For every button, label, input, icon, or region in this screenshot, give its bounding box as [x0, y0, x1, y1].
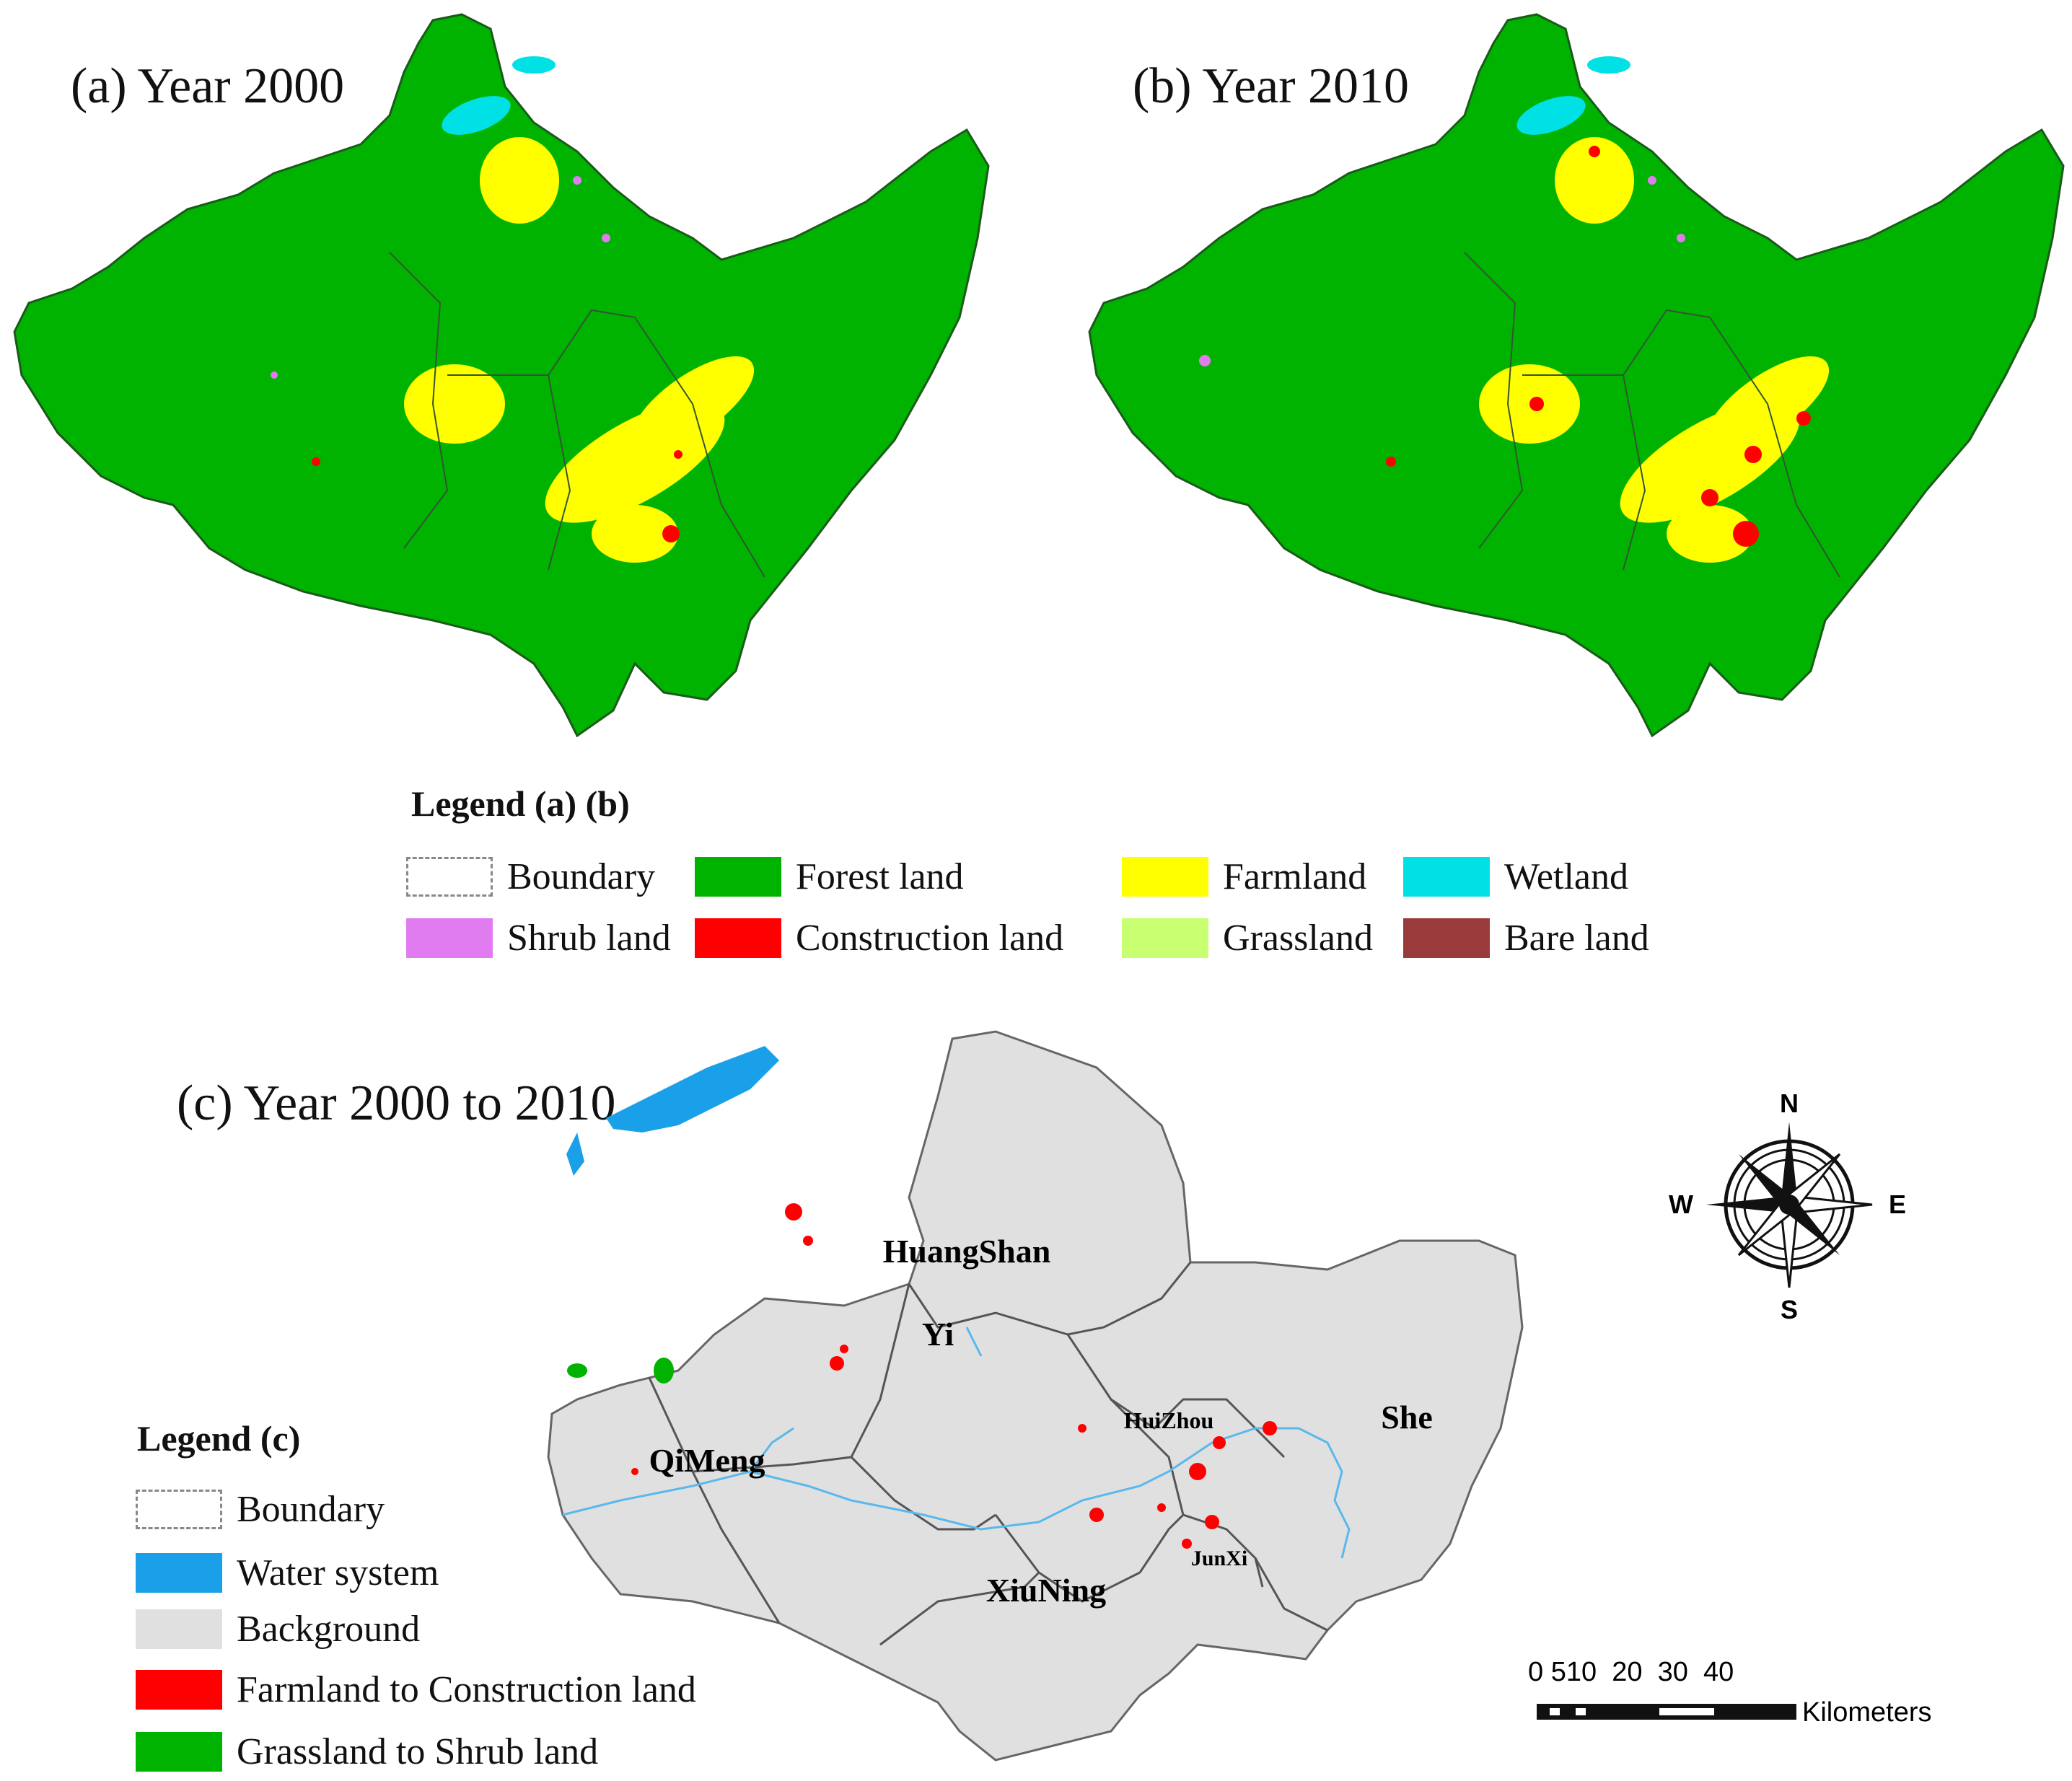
- legend-label: Background: [237, 1608, 421, 1650]
- legend-ab-item: Forest land: [695, 855, 964, 898]
- region-label-xiuning: XiuNing: [986, 1572, 1106, 1609]
- legend-swatch: [1403, 918, 1490, 958]
- legend-swatch: [695, 856, 781, 897]
- legend-c-item: Background: [136, 1607, 420, 1650]
- compass-n: N: [1780, 1089, 1799, 1118]
- scale-bar-segments: [1537, 1704, 1796, 1720]
- compass-needles: [1706, 1122, 1873, 1288]
- legend-ab-item: Shrub land: [406, 916, 671, 959]
- legend-label: Grassland to Shrub land: [237, 1731, 599, 1772]
- compass-w: W: [1669, 1189, 1693, 1219]
- legend-label: Construction land: [796, 917, 1064, 959]
- region-label-junxi: JunXi: [1191, 1547, 1247, 1570]
- wetland-patches: [1516, 56, 1630, 135]
- legend-c-item: Water system: [136, 1551, 439, 1594]
- scale-bar: 0 510 20 30 40 Kilometers: [1528, 1657, 1932, 1728]
- legend-swatch: [136, 1669, 222, 1710]
- region-label-huangshan: HuangShan: [883, 1233, 1051, 1270]
- legend-swatch: [136, 1609, 222, 1649]
- water-system: [566, 1046, 779, 1176]
- legend-ab-item: Construction land: [695, 916, 1063, 959]
- wetland-patches: [442, 56, 556, 135]
- legend-swatch: [136, 1731, 222, 1772]
- legend-label: Boundary: [507, 856, 656, 897]
- legend-label: Wetland: [1504, 856, 1628, 897]
- map-panel-a: [13, 13, 990, 737]
- panel-b-title: (b) Year 2010: [1133, 58, 1410, 114]
- district-boundaries: [389, 252, 765, 578]
- legend-swatch: [136, 1489, 222, 1529]
- legend-ab-item: Wetland: [1403, 855, 1628, 898]
- legend-c-heading: Legend (c): [137, 1418, 301, 1459]
- compass-center: [1779, 1195, 1799, 1215]
- legend-ab-item: Boundary: [406, 855, 655, 898]
- legend-label: Shrub land: [507, 917, 671, 959]
- district-boundaries: [648, 1262, 1328, 1646]
- legend-ab-item: Grassland: [1122, 916, 1373, 959]
- farmland-patches: [1479, 137, 1830, 563]
- legend-ab-heading: Legend (a) (b): [411, 783, 630, 824]
- compass-rose: N S W E: [1669, 1089, 1906, 1324]
- legend-label: Forest land: [796, 856, 964, 897]
- scale-bar-unit: Kilometers: [1802, 1697, 1932, 1728]
- panel-c-title: (c) Year 2000 to 2010: [177, 1076, 616, 1131]
- map-panel-c: HuangShan Yi HuiZhou She QiMeng JunXi Xi…: [547, 1030, 1524, 1762]
- region-label-yi: Yi: [922, 1316, 954, 1353]
- shrub-patches: [271, 176, 610, 379]
- map-panel-b: [1088, 13, 2065, 737]
- legend-swatch: [406, 856, 493, 897]
- legend-label: Boundary: [237, 1488, 385, 1530]
- scale-bar-ticks: 0 510 20 30 40: [1528, 1657, 1734, 1687]
- legend-label: Grassland: [1223, 917, 1373, 959]
- legend-swatch: [1122, 856, 1208, 897]
- compass-e: E: [1889, 1189, 1906, 1219]
- legend-label: Farmland: [1223, 856, 1367, 897]
- legend-swatch: [406, 918, 493, 958]
- shrub-patches: [1199, 176, 1685, 366]
- construction-patches: [1386, 146, 1811, 547]
- grassland-to-shrub: [567, 1358, 674, 1384]
- compass-s: S: [1781, 1295, 1798, 1324]
- legend-swatch: [695, 918, 781, 958]
- legend-ab-item: Bare land: [1403, 916, 1649, 959]
- legend-ab-item: Farmland: [1122, 855, 1366, 898]
- legend-swatch: [1403, 856, 1490, 897]
- rivers: [562, 1327, 1351, 1559]
- legend-swatch: [1122, 918, 1208, 958]
- region-label-qimeng: QiMeng: [649, 1442, 765, 1479]
- farmland-to-construction: [631, 1203, 1277, 1549]
- legend-label: Water system: [237, 1552, 439, 1593]
- legend-label: Bare land: [1504, 917, 1649, 959]
- legend-c-item: Grassland to Shrub land: [136, 1730, 598, 1773]
- region-label-huizhou: HuiZhou: [1124, 1407, 1214, 1433]
- legend-swatch: [136, 1552, 222, 1593]
- region-label-she: She: [1381, 1399, 1433, 1435]
- legend-label: Farmland to Construction land: [237, 1668, 696, 1710]
- construction-patches: [312, 450, 682, 542]
- legend-c-item: Farmland to Construction land: [136, 1668, 696, 1711]
- panel-a-title: (a) Year 2000: [71, 58, 345, 114]
- legend-c-item: Boundary: [136, 1487, 385, 1531]
- district-boundaries: [1464, 252, 1840, 578]
- background-region: [547, 1030, 1524, 1762]
